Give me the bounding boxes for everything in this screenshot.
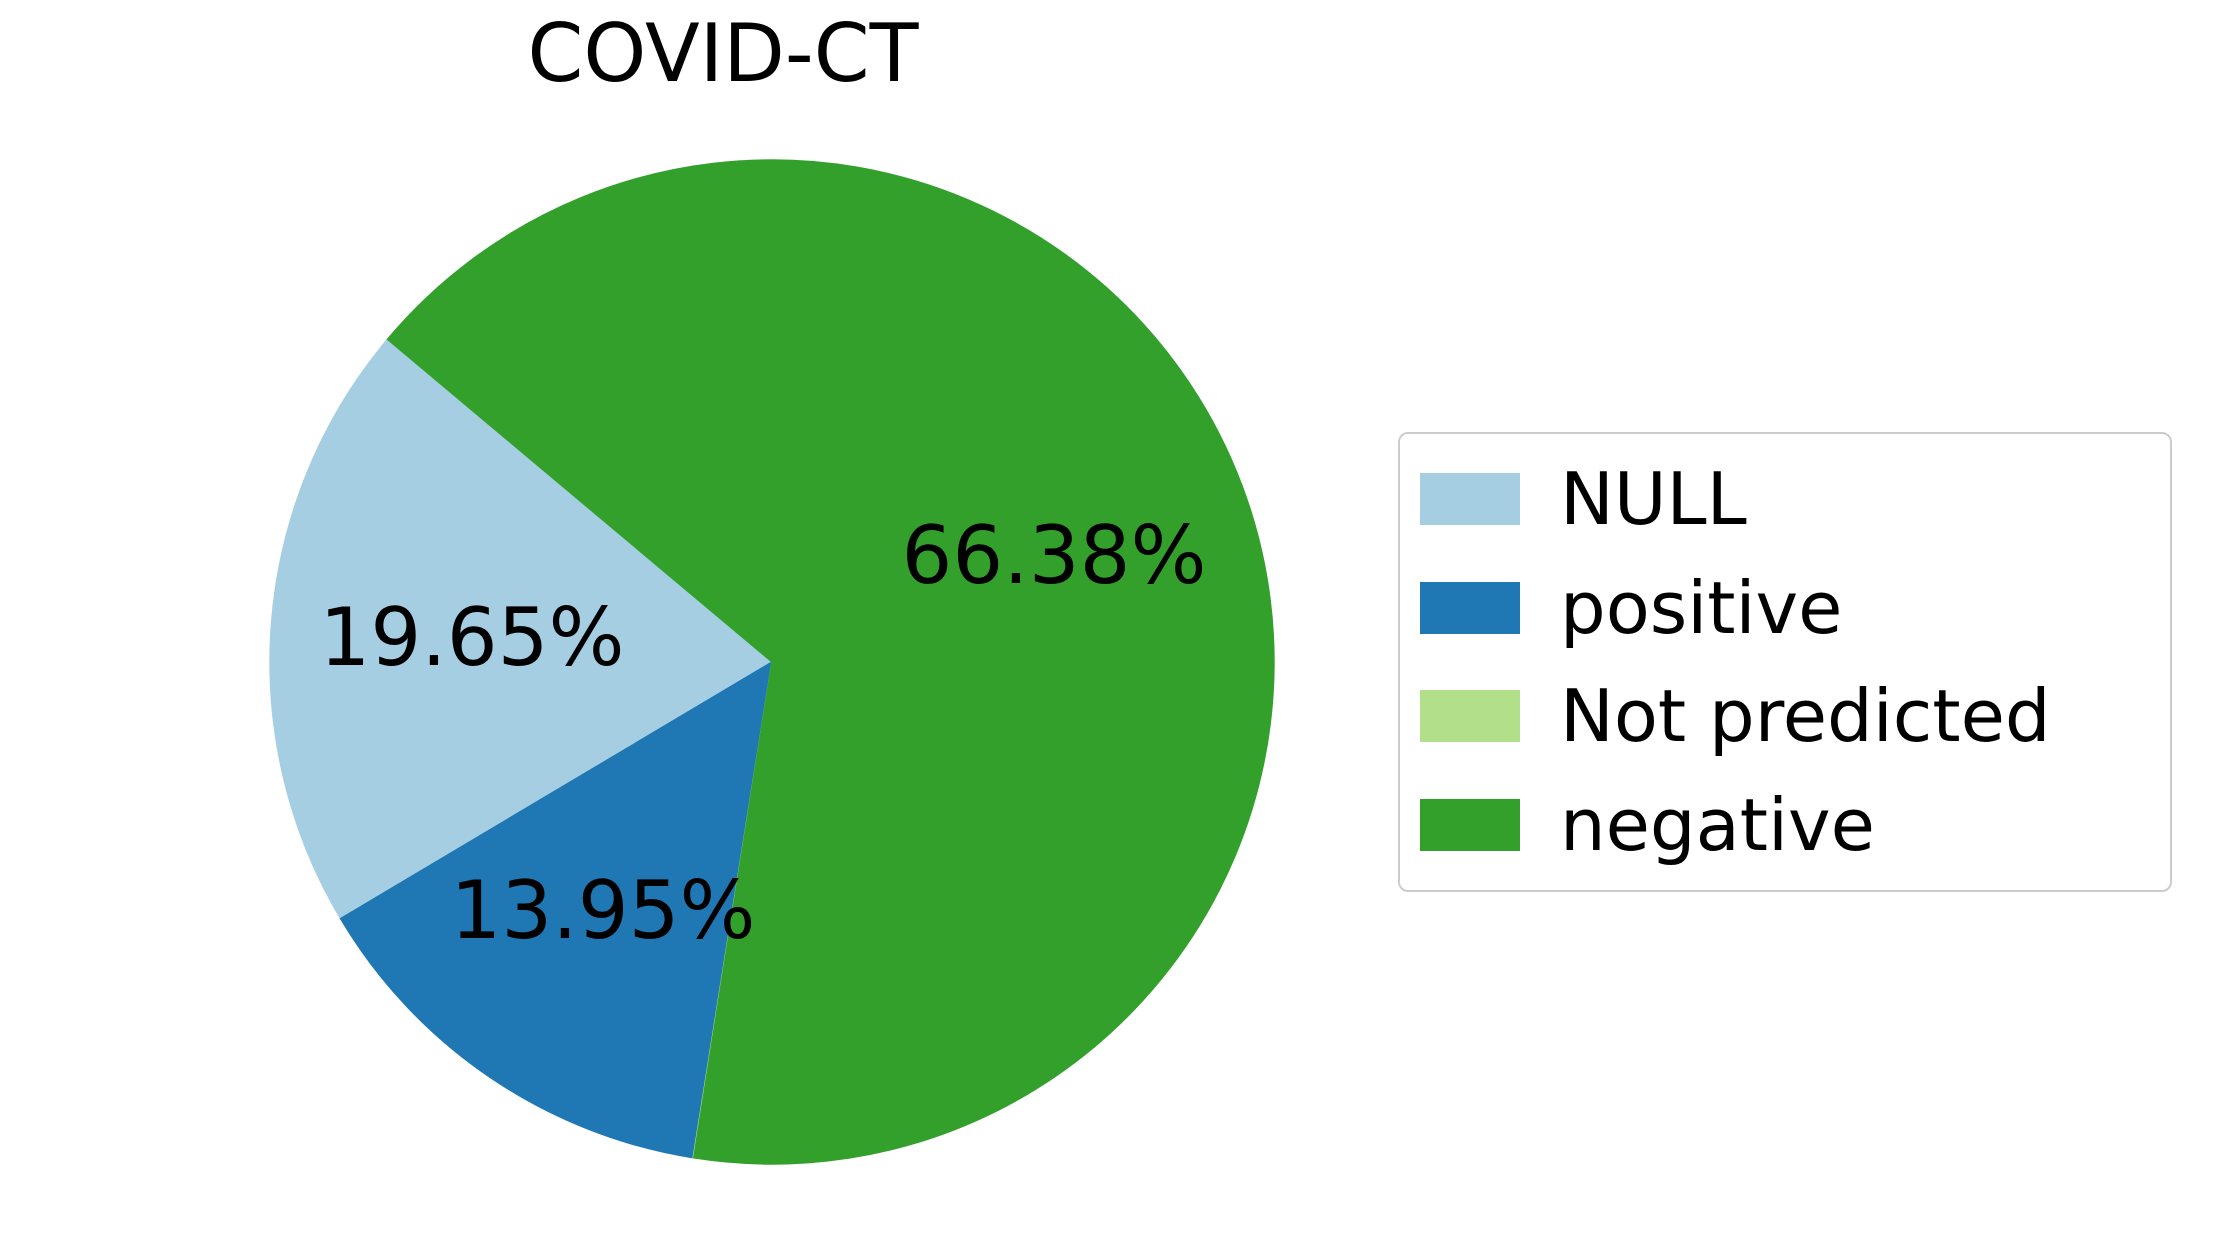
legend-swatch-null <box>1420 473 1520 526</box>
pct-label-positive: 13.95% <box>450 864 756 957</box>
legend-item-negative: negative <box>1420 771 2170 880</box>
legend-label-negative: negative <box>1560 782 1875 867</box>
legend-label-null: NULL <box>1560 457 1747 542</box>
legend-item-not-predicted: Not predicted <box>1420 662 2170 771</box>
pct-label-null: 19.65% <box>319 591 625 684</box>
legend-swatch-positive <box>1420 581 1520 634</box>
pie-slice-negative <box>386 159 1275 1165</box>
pie-slice-positive <box>339 660 773 1159</box>
legend-label-positive: positive <box>1560 565 1843 650</box>
legend-swatch-negative <box>1420 798 1520 851</box>
pct-label-negative: 66.38% <box>901 509 1207 602</box>
chart-title: COVID-CT <box>527 7 919 100</box>
pie-slice-null <box>269 338 774 920</box>
legend-item-positive: positive <box>1420 554 2170 663</box>
legend-swatch-not-predicted <box>1420 690 1520 743</box>
legend-item-null: NULL <box>1420 445 2170 554</box>
legend: NULL positive Not predicted negative <box>1398 432 2172 892</box>
legend-label-not-predicted: Not predicted <box>1560 674 2051 759</box>
